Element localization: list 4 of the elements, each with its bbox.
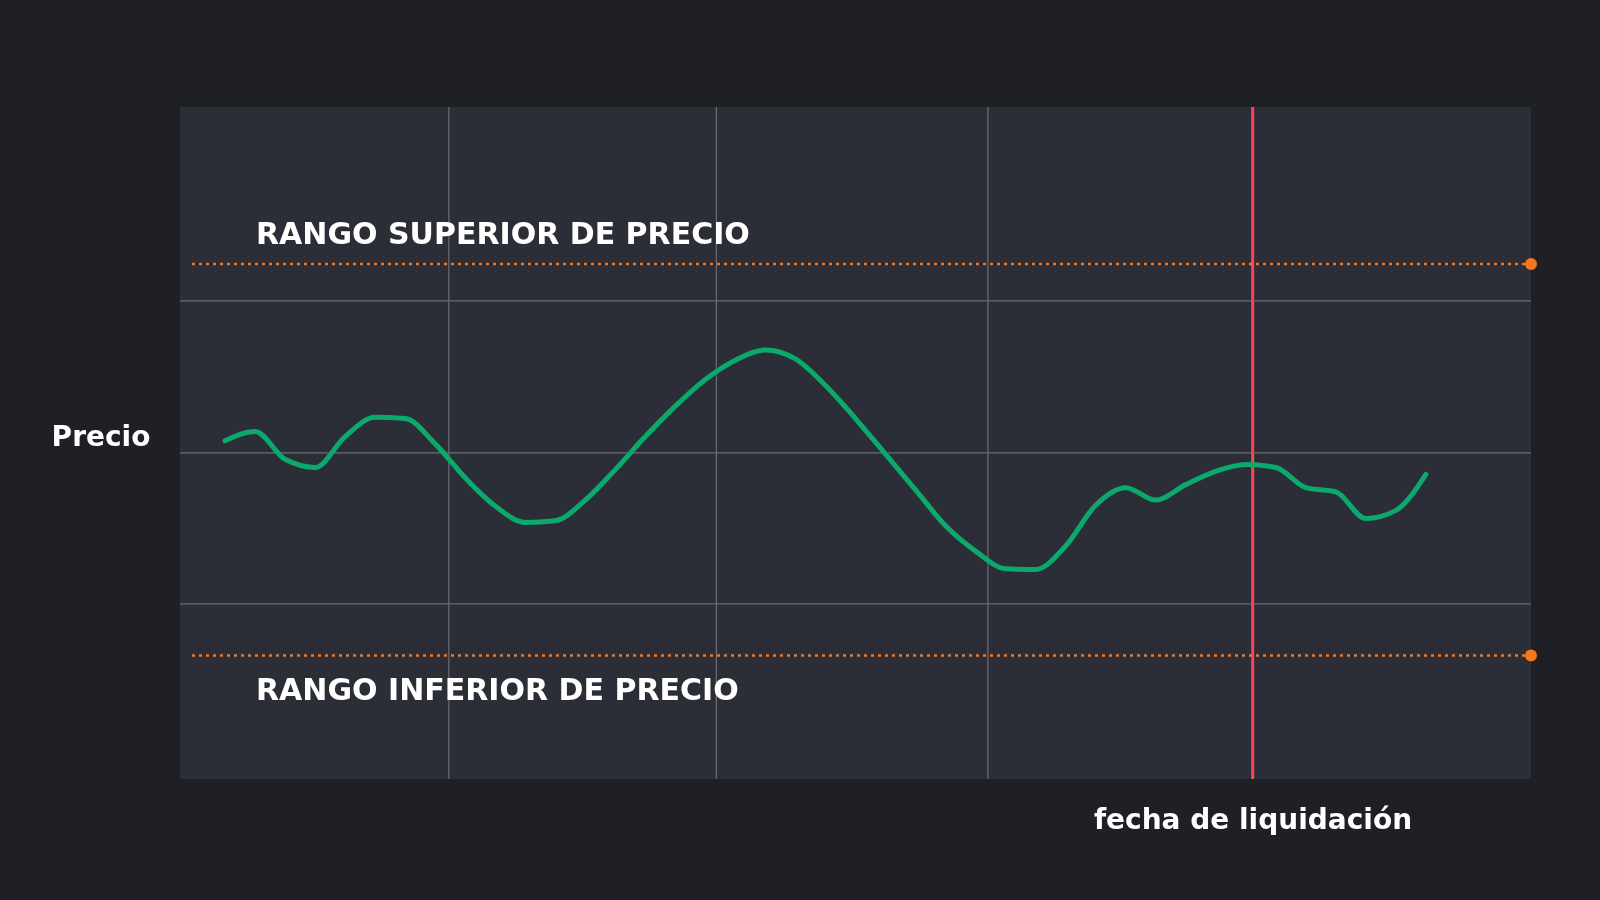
- ref-line-label: RANGO INFERIOR DE PRECIO: [256, 672, 739, 708]
- x-axis-title: fecha de liquidación: [1093, 803, 1413, 836]
- y-axis-title: Precio: [51, 420, 151, 453]
- ref-line-label: RANGO SUPERIOR DE PRECIO: [256, 216, 750, 252]
